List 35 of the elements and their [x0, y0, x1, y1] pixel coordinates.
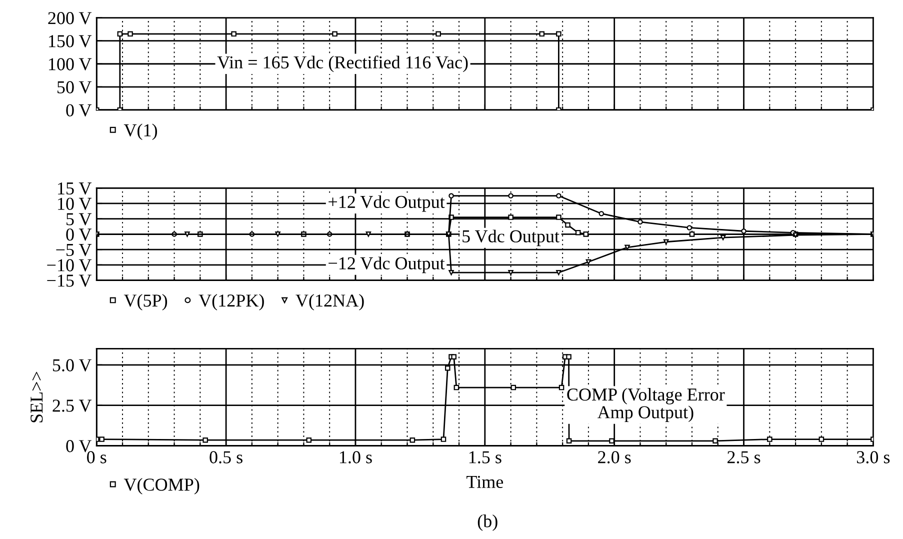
- y-axis-title: SEL>>: [30, 372, 43, 422]
- y-tick-label: −10 V: [47, 259, 92, 272]
- annotation: 5 Vdc Output: [462, 230, 560, 246]
- x-tick-label: 0 s: [87, 451, 106, 464]
- y-tick-label: 150 V: [49, 35, 92, 48]
- y-tick-label: 2.5 V: [52, 400, 92, 412]
- legend-label: V(12PK): [198, 294, 264, 310]
- y-tick-label: 0 V: [66, 440, 92, 452]
- annotation: COMP (Voltage Error Amp Output): [567, 388, 725, 422]
- x-tick-label: 1.0 s: [340, 451, 372, 464]
- y-tick-label: 0 V: [66, 104, 92, 116]
- x-axis-title: Time: [466, 476, 504, 488]
- x-tick-label: 2.5 s: [728, 451, 760, 464]
- y-tick-label: 5 V: [66, 213, 92, 226]
- x-tick-label: 1.5 s: [469, 451, 502, 464]
- legend-label: V(5P): [124, 294, 168, 310]
- y-tick-label: 10 V: [58, 198, 92, 210]
- y-tick-label: 15 V: [58, 182, 92, 195]
- annotation: Vin = 165 Vdc (Rectified 116 Vac): [217, 56, 468, 72]
- y-tick-label: −5 V: [56, 244, 92, 256]
- y-tick-label: 100 V: [49, 58, 92, 70]
- annotation: +12 Vdc Output: [328, 195, 445, 212]
- legend-label: V(COMP): [124, 478, 200, 494]
- annotation: −12 Vdc Output: [328, 256, 445, 274]
- text: (b): [478, 514, 498, 531]
- x-tick-label: 3.0 s: [857, 451, 890, 464]
- y-tick-label: 50 V: [58, 81, 92, 94]
- y-tick-label: −15 V: [47, 274, 92, 287]
- legend-label: V(12NA): [296, 294, 364, 310]
- y-tick-label: 200 V: [48, 12, 92, 24]
- x-tick-label: 2.0 s: [598, 451, 631, 464]
- y-tick-label: 0 V: [66, 228, 92, 241]
- y-tick-label: 5.0 V: [53, 359, 92, 372]
- legend-label: V(1): [124, 124, 158, 140]
- x-tick-label: 0.5 s: [210, 451, 242, 464]
